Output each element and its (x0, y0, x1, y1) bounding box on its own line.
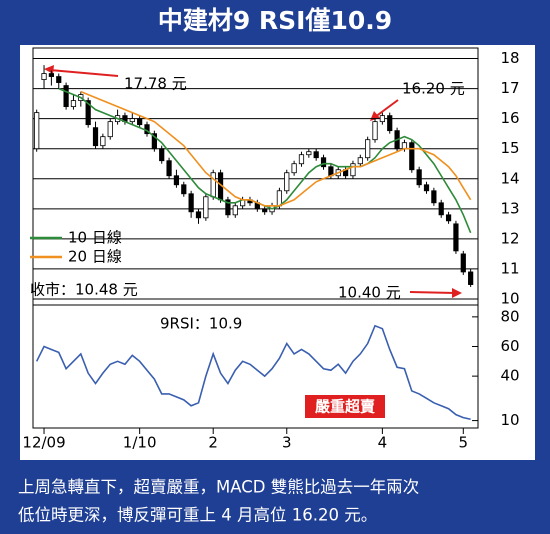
arrow (49, 69, 119, 77)
candle-body (262, 208, 268, 213)
candle-body (151, 133, 157, 150)
candle-body (129, 118, 135, 123)
rsi-label: 9RSI：10.9 (160, 315, 242, 333)
y-tick-label: 11 (500, 259, 519, 277)
candle-body (63, 85, 69, 108)
ma-line (80, 90, 472, 207)
arrow-head (452, 288, 462, 298)
candle-body (137, 118, 143, 126)
candle-body (313, 151, 319, 159)
y-tick-label: 16 (500, 109, 519, 127)
candle-body (34, 112, 40, 150)
y-tick-label: 80 (500, 307, 519, 325)
y-tick-label: 15 (500, 139, 519, 157)
candle-body (468, 271, 474, 285)
candle-body (188, 193, 194, 213)
candle-body (232, 205, 238, 216)
candle-body (350, 163, 356, 177)
y-tick-label: 12 (500, 229, 519, 247)
y-tick-label: 18 (500, 49, 519, 67)
candle-body (298, 154, 305, 165)
candle-body (401, 142, 408, 150)
candle-body (173, 175, 180, 186)
rsi-line (35, 324, 471, 421)
candle-body (85, 100, 91, 126)
y-tick-label: 17 (500, 79, 519, 97)
arrow (409, 291, 456, 294)
candle-body (284, 172, 290, 192)
candle-body (306, 151, 312, 156)
candle-body (357, 157, 363, 165)
candle-body (320, 157, 327, 168)
candle-body (453, 223, 459, 252)
candle-body (159, 148, 165, 162)
y-tick-label: 60 (500, 337, 519, 355)
candle-body (409, 142, 415, 171)
candle-body (48, 73, 54, 77)
candle-body (379, 115, 385, 123)
candle-body (107, 121, 113, 138)
candle-body (416, 169, 422, 186)
candle-body (225, 199, 231, 216)
candle-body (70, 100, 77, 108)
x-tick-label: 5 (459, 434, 469, 452)
y-tick-label: 40 (500, 367, 519, 385)
caption: 上周急轉直下，超賣嚴重，MACD 雙熊比過去一年兩次 (18, 478, 419, 497)
candle-body (438, 202, 444, 216)
title: 中建材9 RSI僅10.9 (158, 6, 392, 35)
y-tick-label: 13 (500, 199, 519, 217)
candle-body (56, 76, 62, 83)
candle-body (460, 253, 466, 273)
x-tick-label: 2 (208, 434, 218, 452)
candle-body (166, 160, 172, 177)
annotation: 10.40 元 (338, 284, 401, 302)
candle-body (41, 73, 47, 80)
candle-body (195, 211, 202, 219)
candle-body (181, 184, 187, 195)
candle-body (445, 214, 452, 222)
x-tick-label: 4 (378, 434, 388, 452)
candle-body (291, 163, 297, 174)
arrow (374, 99, 399, 118)
legend-label: 10 日線 (68, 229, 122, 247)
x-tick-label: 12/09 (22, 434, 65, 452)
legend-label: 20 日線 (68, 248, 122, 266)
annotation-box (305, 395, 385, 418)
y-tick-label: 10 (500, 411, 519, 429)
caption: 低位時更深，博反彈可重上 4 月高位 16.20 元。 (18, 506, 377, 525)
x-tick-label: 3 (282, 434, 292, 452)
close-label: 收市：10.48 元 (30, 281, 138, 299)
y-tick-label: 10 (500, 289, 519, 307)
candle-body (372, 121, 378, 141)
y-tick-label: 14 (500, 169, 519, 187)
candle-body (387, 115, 393, 132)
candle-body (100, 136, 106, 147)
candle-body (365, 139, 371, 159)
candle-body (92, 127, 99, 147)
annotation: 17.78 元 (124, 75, 187, 93)
candle-body (210, 172, 216, 198)
candle-body (431, 190, 437, 204)
candle-body (203, 196, 209, 219)
x-tick-label: 1/10 (123, 434, 157, 452)
annotation: 嚴重超賣 (315, 398, 376, 416)
candle-body (423, 184, 430, 192)
annotations: 17.78 元 16.20 元 10.40 元 收市：10.48 元 9RSI：… (30, 65, 465, 418)
